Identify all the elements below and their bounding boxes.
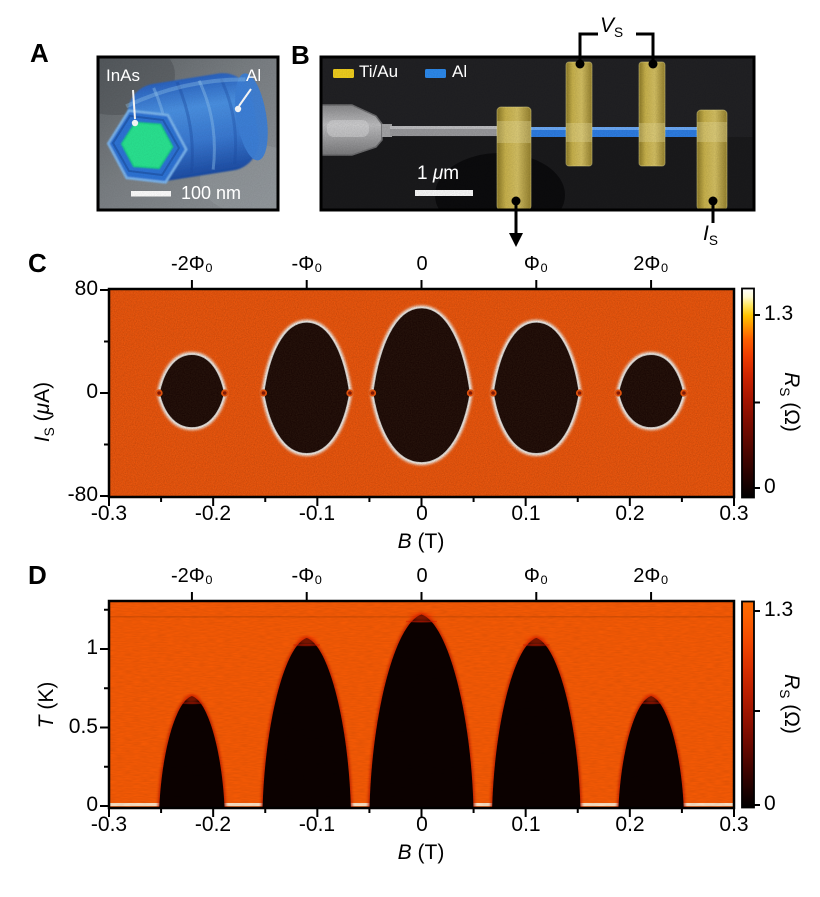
d-cbar-tick-min: 0 (764, 792, 776, 815)
c-xaxis-label: B (T) (397, 530, 445, 553)
heatmap-d (100, 592, 760, 817)
vs-bracket (578, 32, 655, 62)
vs-label: VS (600, 14, 624, 41)
c-top-tick-m2phi: -2Φ₀ (170, 253, 214, 275)
is-label: IS (703, 222, 718, 249)
d-xtick-1: -0.2 (194, 813, 232, 836)
c-yaxis-label: IS (μA) (31, 381, 58, 443)
c-top-tick-phi: Φ₀ (523, 253, 549, 275)
scale-bar-a-label: 100 nm (181, 183, 242, 203)
c-xtick-5: 0.2 (615, 502, 645, 525)
d-xtick-5: 0.2 (615, 813, 645, 836)
panel-a-label: A (30, 38, 49, 68)
d-xtick-6: 0.3 (719, 813, 749, 836)
d-xaxis-label: B (T) (397, 841, 445, 864)
d-top-tick-zero: 0 (416, 565, 428, 587)
panel-c-label: C (28, 248, 47, 278)
vs-contact-dot-1 (575, 59, 585, 69)
c-xtick-0: -0.3 (90, 502, 128, 525)
d-ytick-0: 0 (86, 793, 98, 816)
panel-b-label: B (291, 40, 310, 70)
c-cbar-tick-max: 1.3 (764, 302, 794, 325)
d-xtick-0: -0.3 (90, 813, 128, 836)
c-ytick-80: 80 (74, 277, 98, 300)
al-label: Al (246, 66, 262, 85)
c-xtick-6: 0.3 (719, 502, 749, 525)
d-xtick-4: 0.1 (511, 813, 541, 836)
d-top-tick-m2phi: -2Φ₀ (170, 565, 214, 587)
panel-a-frame (96, 55, 280, 212)
d-yaxis-label: T (K) (35, 681, 58, 729)
ground-arrow (509, 196, 523, 247)
scale-bar-b-label: 1 μm (417, 163, 460, 184)
d-xtick-2: -0.1 (298, 813, 336, 836)
panel-b-frame (319, 55, 756, 212)
colorbar-d (741, 600, 760, 809)
c-cbar-tick-min: 0 (764, 475, 776, 498)
legend-label-al: Al (452, 62, 468, 81)
d-top-tick-phi: Φ₀ (523, 565, 549, 587)
c-top-tick-2phi: 2Φ₀ (633, 253, 669, 275)
inas-label: InAs (106, 66, 141, 85)
c-xtick-1: -0.2 (194, 502, 232, 525)
d-ytick-1: 1 (86, 636, 98, 659)
c-top-tick-zero: 0 (416, 253, 428, 275)
axis-ticks-c (100, 280, 735, 506)
d-cbar-tick-max: 1.3 (764, 598, 794, 621)
d-ytick-05: 0.5 (68, 715, 98, 738)
d-top-tick-mphi: -Φ₀ (291, 565, 323, 587)
c-ytick-m80: -80 (67, 483, 98, 506)
colorbar-c (741, 287, 760, 499)
legend-label-tiau: Ti/Au (359, 62, 399, 81)
d-cbar-label: RS (Ω) (776, 674, 803, 734)
panel-b-micrograph (319, 32, 756, 247)
heatmap-c (100, 280, 760, 506)
panel-a-micrograph (96, 55, 280, 212)
c-top-tick-mphi: -Φ₀ (291, 253, 323, 275)
panel-d-label: D (28, 560, 47, 590)
c-xtick-2: -0.1 (298, 502, 336, 525)
c-cbar-label: RS (Ω) (776, 372, 803, 432)
vs-contact-dot-2 (648, 59, 658, 69)
axis-ticks-d (100, 592, 735, 817)
d-top-tick-2phi: 2Φ₀ (633, 565, 669, 587)
c-ytick-0: 0 (86, 380, 98, 403)
d-xtick-3: 0 (416, 813, 428, 836)
is-pointer (708, 196, 718, 223)
c-xtick-4: 0.1 (511, 502, 541, 525)
c-xtick-3: 0 (416, 502, 428, 525)
